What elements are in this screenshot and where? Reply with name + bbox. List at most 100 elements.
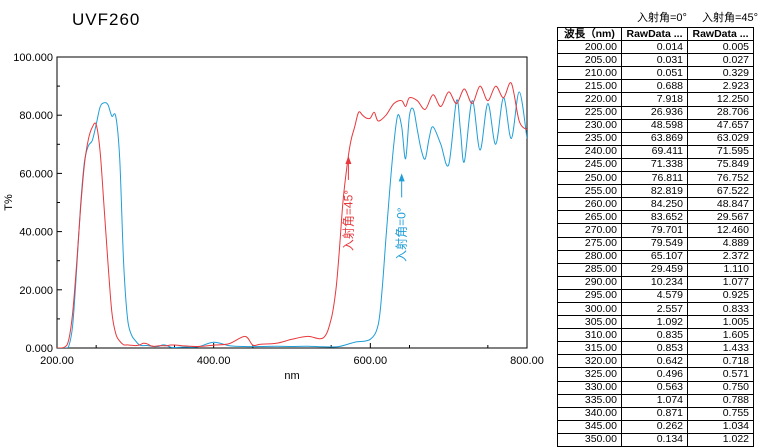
table-cell: 0.755: [687, 406, 754, 421]
table-cell: 0.563: [621, 380, 688, 395]
table-cell: 330.00: [557, 380, 622, 395]
table-row[interactable]: 205.00 0.031 0.027: [557, 53, 754, 68]
table-row[interactable]: 350.00 0.134 1.022: [557, 432, 754, 447]
table-row[interactable]: 320.00 0.642 0.718: [557, 354, 754, 369]
table-cell: 84.250: [621, 197, 688, 212]
column-header-wavelength[interactable]: 波長（nm): [557, 26, 622, 42]
table-header-row: 波長（nm) RawData ... RawData ...: [557, 26, 754, 42]
column-header-rawdata-45deg[interactable]: RawData ...: [687, 26, 754, 42]
table-cell: 300.00: [557, 301, 622, 317]
table-cell: 230.00: [557, 118, 622, 133]
table-cell: 240.00: [557, 144, 622, 159]
table-cell: 0.788: [687, 393, 754, 408]
table-cell: 310.00: [557, 328, 622, 343]
table-row[interactable]: 225.00 26.936 28.706: [557, 105, 754, 120]
table-cell: 325.00: [557, 367, 622, 382]
table-cell: 315.00: [557, 341, 622, 356]
table-cell: 295.00: [557, 288, 622, 303]
annotation-arrowhead: [398, 173, 405, 182]
table-cell: 0.833: [687, 301, 754, 317]
transmittance-chart: 200.00 400.00 600.00 800.00 0.000 20.000 40.00…: [3, 52, 544, 382]
table-cell: 0.925: [687, 288, 754, 303]
table-cell: 29.567: [687, 210, 754, 225]
y-tick-label: 0.000: [25, 343, 53, 355]
table-cell: 270.00: [557, 223, 622, 238]
table-row[interactable]: 255.00 82.819 67.522: [557, 184, 754, 199]
table-cell: 235.00: [557, 131, 622, 146]
table-cell: 28.706: [687, 105, 754, 120]
table-cell: 47.657: [687, 118, 754, 133]
table-row[interactable]: 235.00 63.869 63.029: [557, 131, 754, 146]
table-cell: 71.338: [621, 157, 688, 173]
table-cell: 2.557: [621, 301, 688, 317]
table-cell: 76.811: [621, 171, 688, 186]
table-row[interactable]: 265.00 83.652 29.567: [557, 210, 754, 225]
table-cell: 1.077: [687, 275, 754, 290]
table-cell: 340.00: [557, 406, 622, 421]
table-cell: 290.00: [557, 275, 622, 290]
table-row[interactable]: 295.00 4.579 0.925: [557, 288, 754, 303]
table-row[interactable]: 335.00 1.074 0.788: [557, 393, 754, 408]
table-cell: 215.00: [557, 79, 622, 94]
table-row[interactable]: 315.00 0.853 1.433: [557, 341, 754, 356]
table-row[interactable]: 210.00 0.051 0.329: [557, 66, 754, 81]
table-cell: 48.598: [621, 118, 688, 133]
series-line-0deg: [57, 91, 527, 348]
table-row[interactable]: 325.00 0.496 0.571: [557, 367, 754, 382]
table-row[interactable]: 275.00 79.549 4.889: [557, 236, 754, 251]
table-row[interactable]: 345.00 0.262 1.034: [557, 419, 754, 434]
table-row[interactable]: 260.00 84.250 48.847: [557, 197, 754, 212]
annotation-arrowhead: [345, 155, 352, 164]
x-tick-label: 400.00: [197, 355, 231, 367]
table-row[interactable]: 305.00 1.092 1.005: [557, 315, 754, 330]
table-row[interactable]: 330.00 0.563 0.750: [557, 380, 754, 395]
table-row[interactable]: 340.00 0.871 0.755: [557, 406, 754, 421]
table-row[interactable]: 250.00 76.811 76.752: [557, 171, 754, 186]
table-cell: 26.936: [621, 105, 688, 120]
table-row[interactable]: 240.00 69.411 71.595: [557, 144, 754, 159]
table-cell: 305.00: [557, 315, 622, 330]
col2-angle-label: 入射角=45°: [702, 12, 759, 24]
table-cell: 0.027: [687, 53, 754, 68]
table-row[interactable]: 280.00 65.107 2.372: [557, 249, 754, 264]
table-cell: 0.718: [687, 354, 754, 369]
table-cell: 0.014: [621, 40, 688, 55]
table-row[interactable]: 220.00 7.918 12.250: [557, 92, 754, 107]
table-cell: 63.869: [621, 131, 688, 146]
table-row[interactable]: 310.00 0.835 1.605: [557, 328, 754, 343]
table-row[interactable]: 230.00 48.598 47.657: [557, 118, 754, 133]
table-cell: 275.00: [557, 236, 622, 251]
table-cell: 0.853: [621, 341, 688, 356]
y-tick-label: 20.000: [19, 285, 53, 297]
table-row[interactable]: 245.00 71.338 75.849: [557, 157, 754, 173]
table-cell: 260.00: [557, 197, 622, 212]
table-row[interactable]: 215.00 0.688 2.923: [557, 79, 754, 94]
table-cell: 76.752: [687, 171, 754, 186]
table-cell: 63.029: [687, 131, 754, 146]
table-cell: 1.034: [687, 419, 754, 434]
annotation-label-45deg: 入射角=45°: [340, 190, 355, 251]
table-cell: 12.460: [687, 223, 754, 238]
table-cell: 79.549: [621, 236, 688, 251]
table-cell: 1.110: [687, 262, 754, 277]
table-cell: 250.00: [557, 171, 622, 186]
table-cell: 48.847: [687, 197, 754, 212]
x-tick-label: 600.00: [354, 355, 388, 367]
x-axis-label: nm: [284, 370, 299, 382]
table-row[interactable]: 285.00 29.459 1.110: [557, 262, 754, 277]
table-cell: 67.522: [687, 184, 754, 199]
table-cell: 65.107: [621, 249, 688, 264]
table-cell: 0.871: [621, 406, 688, 421]
table-row[interactable]: 300.00 2.557 0.833: [557, 301, 754, 317]
table-row[interactable]: 200.00 0.014 0.005: [557, 40, 754, 55]
table-row[interactable]: 290.00 10.234 1.077: [557, 275, 754, 290]
table-cell: 0.051: [621, 66, 688, 81]
table-cell: 10.234: [621, 275, 688, 290]
table-cell: 79.701: [621, 223, 688, 238]
table-cell: 0.750: [687, 380, 754, 395]
table-cell: 0.571: [687, 367, 754, 382]
table-cell: 350.00: [557, 432, 622, 447]
table-cell: 0.329: [687, 66, 754, 81]
column-header-rawdata-0deg[interactable]: RawData ...: [621, 26, 688, 42]
table-row[interactable]: 270.00 79.701 12.460: [557, 223, 754, 238]
